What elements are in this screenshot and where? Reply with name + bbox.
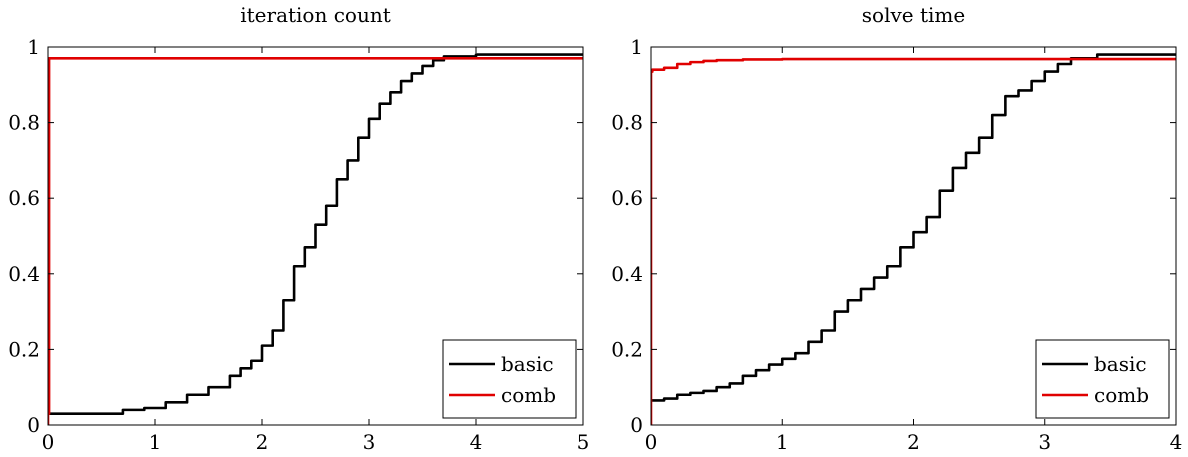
legend-label-comb: comb (501, 383, 556, 407)
y-tick-label: 0 (630, 413, 643, 437)
legend-box (1035, 339, 1170, 419)
y-tick-label: 0.4 (8, 262, 40, 286)
legend-label-basic: basic (501, 352, 554, 376)
y-tick-label: 0.2 (611, 337, 643, 361)
x-tick-label: 4 (1170, 430, 1183, 454)
series-line-basic (48, 53, 583, 415)
series-line-comb (48, 57, 583, 425)
y-tick-label: 0 (27, 413, 40, 437)
legend: basic comb (1035, 339, 1170, 419)
x-tick-label: 3 (1038, 430, 1051, 454)
legend-label-comb: comb (1094, 383, 1149, 407)
y-tick-label: 1 (27, 35, 40, 59)
y-tick-label: 0.4 (611, 262, 643, 286)
chart-title: solve time (862, 3, 965, 27)
chart-panel-1: iteration count 0 1 2 3 4 5 0 0.2 0.4 0.6 0.8 1 basic… (8, 3, 589, 454)
x-tick-label: 1 (776, 430, 789, 454)
y-tick-label: 0.6 (611, 186, 643, 210)
chart-title: iteration count (240, 3, 391, 27)
series-line-basic (651, 53, 1176, 402)
chart-panel-2: solve time 0 1 2 3 4 0 0.2 0.4 0.6 0.8 1 basic comb (611, 3, 1182, 454)
x-tick-label: 3 (363, 430, 376, 454)
x-tick-label: 5 (577, 430, 590, 454)
x-tick-label: 1 (149, 430, 162, 454)
series-line-comb (651, 57, 1176, 425)
x-tick-label: 2 (907, 430, 920, 454)
legend-label-basic: basic (1094, 352, 1147, 376)
y-tick-label: 0.2 (8, 337, 40, 361)
x-tick-label: 0 (42, 430, 55, 454)
y-tick-label: 1 (630, 35, 643, 59)
y-tick-label: 0.6 (8, 186, 40, 210)
y-tick-label: 0.8 (8, 111, 40, 135)
legend-box (442, 339, 577, 419)
x-tick-label: 4 (470, 430, 483, 454)
y-tick-label: 0.8 (611, 111, 643, 135)
x-tick-label: 0 (645, 430, 658, 454)
plot-frame (47, 46, 584, 426)
legend: basic comb (442, 339, 577, 419)
x-tick-label: 2 (256, 430, 269, 454)
